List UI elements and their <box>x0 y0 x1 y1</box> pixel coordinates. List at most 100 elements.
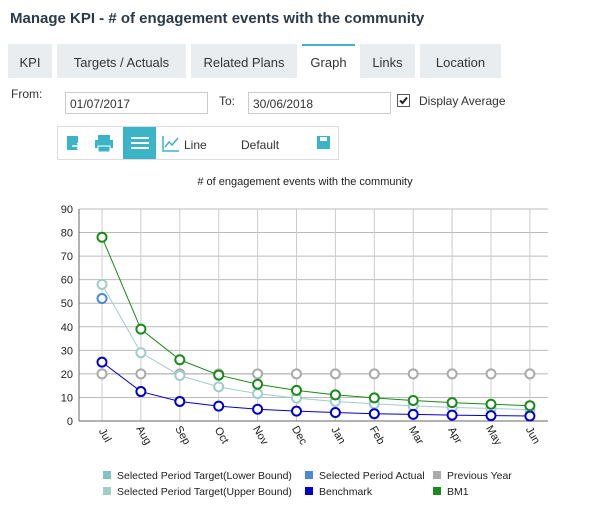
x-tick-label: Nov <box>250 424 270 447</box>
data-point <box>252 403 264 415</box>
from-label: From: <box>11 87 43 101</box>
legend-item: Previous Year <box>433 470 512 482</box>
toolbar-icons <box>67 127 330 159</box>
data-point <box>174 354 186 366</box>
data-point <box>446 397 458 409</box>
legend-swatch <box>433 487 441 495</box>
data-point <box>135 323 147 335</box>
data-point <box>368 368 380 380</box>
series-line <box>101 284 530 411</box>
legend-item: Selected Period Actual <box>305 470 425 482</box>
y-tick-label: 40 <box>61 322 73 334</box>
from-input[interactable]: 01/07/2017 <box>65 92 208 114</box>
to-input[interactable]: 30/06/2018 <box>248 92 391 114</box>
tab[interactable]: Location <box>420 44 501 78</box>
data-point <box>291 368 302 380</box>
tab[interactable]: Targets / Actuals <box>57 44 186 78</box>
legend-swatch <box>103 487 111 495</box>
data-point <box>213 369 225 381</box>
default-label[interactable]: Default <box>241 138 280 152</box>
page-title: Manage KPI - # of engagement events with… <box>10 10 425 27</box>
data-point <box>135 347 147 359</box>
save-button[interactable] <box>317 136 330 149</box>
legend-item: Selected Period Target(Upper Bound) <box>103 486 292 498</box>
y-tick-label: 20 <box>61 369 73 381</box>
data-point <box>96 293 108 305</box>
data-point <box>135 386 147 398</box>
list-icon <box>131 137 149 149</box>
x-tick-label: Oct <box>212 425 231 446</box>
data-point <box>329 389 341 401</box>
to-label: To: <box>219 94 236 108</box>
print-button[interactable] <box>95 135 113 153</box>
data-point <box>524 368 536 380</box>
x-tick-label: Dec <box>289 424 309 447</box>
legend-label: Benchmark <box>319 486 373 498</box>
x-tick-label: Feb <box>367 424 387 446</box>
legend-label: Previous Year <box>447 470 512 482</box>
data-point <box>485 398 497 410</box>
data-point <box>485 410 497 422</box>
data-point <box>213 400 225 412</box>
legend-label: Selected Period Actual <box>319 470 425 482</box>
data-point <box>524 410 536 422</box>
data-point <box>96 231 108 243</box>
data-point <box>407 408 419 420</box>
data-point <box>407 368 419 380</box>
legend-swatch <box>305 487 313 495</box>
x-tick-label: Sep <box>172 424 192 447</box>
chart: # of engagement events with the communit… <box>61 176 548 498</box>
x-tick-label: May <box>483 424 504 448</box>
legend-swatch <box>103 471 111 479</box>
y-tick-label: 70 <box>61 251 73 263</box>
legend-swatch <box>433 471 441 479</box>
x-tick-label: Aug <box>133 424 153 447</box>
line-icon[interactable] <box>162 136 179 152</box>
data-point <box>252 368 264 380</box>
legend-item: Selected Period Target(Lower Bound) <box>103 470 292 482</box>
data-point <box>96 356 108 368</box>
data-point <box>524 400 536 412</box>
series-line <box>101 361 530 417</box>
y-tick-label: 80 <box>61 228 73 240</box>
tab[interactable]: KPI <box>8 44 52 78</box>
x-tick-label: Jun <box>523 425 542 446</box>
data-point <box>368 408 380 420</box>
tab[interactable]: Links <box>360 44 415 78</box>
data-point <box>174 370 186 382</box>
x-tick-label: Jan <box>328 425 347 446</box>
tab[interactable]: Graph <box>302 44 355 78</box>
data-point <box>213 381 225 393</box>
tab[interactable]: Related Plans <box>191 44 297 78</box>
data-point <box>96 278 108 290</box>
data-point <box>252 388 264 400</box>
data-point <box>252 378 264 390</box>
legend-swatch <box>305 471 313 479</box>
line-label[interactable]: Line <box>184 138 207 152</box>
data-point <box>485 368 497 380</box>
y-tick-label: 30 <box>61 345 73 357</box>
y-tick-label: 50 <box>61 298 73 310</box>
y-tick-label: 60 <box>61 275 73 287</box>
y-tick-label: 10 <box>61 392 73 404</box>
export-button[interactable] <box>67 136 82 150</box>
data-point <box>291 405 302 417</box>
tab-bar: KPI Targets / Actuals Related Plans Graph Li… <box>8 44 506 78</box>
data-point <box>446 368 458 380</box>
data-point <box>446 409 458 421</box>
series-line <box>101 237 530 407</box>
x-tick-label: Mar <box>406 424 426 447</box>
data-point <box>407 395 419 407</box>
data-point <box>96 368 108 380</box>
x-tick-label: Jul <box>96 426 113 444</box>
legend-item: Benchmark <box>305 486 373 498</box>
legend-label: BM1 <box>447 486 469 498</box>
data-point <box>135 368 147 380</box>
legend-label: Selected Period Target(Lower Bound) <box>117 470 292 482</box>
data-point <box>329 368 341 380</box>
data-point <box>329 407 341 419</box>
x-tick-label: Apr <box>445 425 464 446</box>
checkbox[interactable] <box>397 94 410 107</box>
y-tick-label: 0 <box>67 416 73 428</box>
